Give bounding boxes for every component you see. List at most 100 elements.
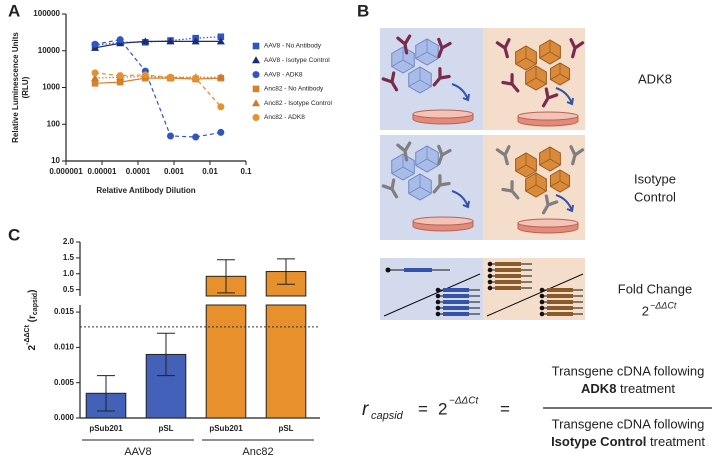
marker bbox=[252, 114, 260, 121]
antibody bbox=[495, 38, 511, 59]
y-tick-label: 100000 bbox=[33, 9, 60, 18]
x-tick-label: 0.000001 bbox=[49, 167, 83, 176]
arrow bbox=[451, 83, 470, 102]
x-axis-label: Relative Antibody Dilution bbox=[96, 186, 195, 195]
band bbox=[495, 262, 521, 266]
antibody bbox=[432, 174, 451, 194]
panel-label: C bbox=[8, 225, 20, 244]
marker bbox=[217, 33, 225, 41]
ylabel-base: 2 bbox=[27, 344, 38, 350]
marker bbox=[252, 99, 260, 107]
numerator-bold: ADK8 bbox=[581, 381, 616, 396]
marker bbox=[91, 74, 100, 82]
marker bbox=[216, 37, 225, 45]
antibody bbox=[381, 178, 399, 199]
y-tick-label: 10 bbox=[51, 156, 60, 165]
probe-end bbox=[487, 279, 493, 285]
y-tick-label: 1000 bbox=[42, 83, 60, 92]
numerator: Transgene cDNA following bbox=[552, 363, 705, 378]
marker bbox=[252, 85, 260, 93]
series-line bbox=[94, 39, 221, 138]
probe-end bbox=[435, 293, 441, 299]
x-tick-label: 0.1 bbox=[240, 167, 252, 176]
y-tick-label: 0.015 bbox=[54, 307, 75, 316]
row-label: Control bbox=[634, 189, 676, 204]
virion-facet bbox=[550, 63, 570, 80]
diagonal bbox=[383, 273, 481, 317]
band bbox=[547, 312, 573, 316]
virion-facet bbox=[408, 174, 432, 194]
panel-b: ADK8 Isotype Control Fold Change 2 −ΔΔCt… bbox=[362, 28, 712, 449]
x-tick-label: pSL bbox=[158, 424, 173, 433]
probe-end bbox=[435, 299, 441, 305]
probe-end bbox=[539, 299, 545, 305]
marker bbox=[167, 132, 175, 140]
band bbox=[495, 268, 521, 272]
formula-exponent: −ΔΔCt bbox=[650, 300, 677, 310]
panel-label: A bbox=[8, 1, 20, 20]
antibody bbox=[437, 37, 452, 59]
denominator: Isotype Control treatment bbox=[551, 434, 705, 449]
marker bbox=[216, 73, 225, 81]
legend-label: AAV8 - No Antibody bbox=[264, 43, 322, 50]
y-tick-label: 1.5 bbox=[63, 253, 75, 262]
virion-facet bbox=[408, 67, 432, 87]
dish-top bbox=[517, 111, 579, 121]
row-label: Isotype bbox=[634, 171, 676, 186]
error-bar bbox=[217, 259, 235, 294]
antibody bbox=[396, 141, 412, 162]
virion-facet bbox=[415, 39, 439, 59]
arrow bbox=[451, 190, 470, 209]
legend-label: AAV8 - ADK8 bbox=[264, 71, 303, 78]
band bbox=[443, 294, 469, 298]
antibody bbox=[396, 34, 412, 55]
denominator-bold: Isotype Control bbox=[551, 434, 646, 449]
numerator-rest: treatment bbox=[616, 381, 675, 396]
equation-lhs: r bbox=[362, 399, 369, 420]
series-line bbox=[94, 77, 221, 84]
arrow bbox=[555, 87, 574, 106]
marker bbox=[91, 40, 99, 48]
probe-end bbox=[487, 267, 493, 273]
probe-end bbox=[487, 261, 493, 267]
y-axis-label: Relative Luminescence Units bbox=[11, 32, 20, 143]
band bbox=[495, 286, 521, 290]
antibody bbox=[569, 38, 585, 59]
y-tick-label: 10000 bbox=[38, 46, 61, 55]
virion-facet bbox=[391, 154, 415, 174]
band bbox=[443, 288, 469, 292]
equation-eq: = bbox=[418, 399, 428, 418]
virion-facet bbox=[415, 146, 439, 166]
x-tick-label: pSub201 bbox=[209, 424, 243, 433]
diagonal bbox=[486, 273, 584, 317]
probe-end bbox=[435, 287, 441, 293]
virion-facet bbox=[525, 173, 547, 192]
error-bar bbox=[157, 332, 175, 377]
y-tick-label: 2.0 bbox=[63, 237, 75, 246]
probe-end bbox=[539, 293, 545, 299]
bar bbox=[265, 304, 307, 419]
band bbox=[495, 274, 521, 278]
marker bbox=[252, 56, 260, 64]
marker bbox=[192, 133, 200, 141]
virion-facet bbox=[550, 170, 570, 187]
marker bbox=[116, 36, 124, 44]
marker bbox=[116, 78, 124, 86]
band bbox=[547, 294, 573, 298]
antibody bbox=[541, 194, 559, 215]
dish-top bbox=[412, 109, 474, 119]
band bbox=[547, 306, 573, 310]
error-bar bbox=[277, 258, 295, 285]
marker bbox=[91, 69, 99, 77]
row-label: ADK8 bbox=[638, 71, 672, 86]
marker bbox=[191, 37, 200, 45]
band bbox=[495, 280, 521, 284]
marker bbox=[167, 73, 175, 81]
virion-facet bbox=[515, 153, 537, 172]
band bbox=[547, 288, 573, 292]
equation-sub: capsid bbox=[371, 410, 404, 422]
y-axis-label: 2-ΔΔCt (rcapsid) bbox=[24, 290, 39, 351]
y-tick-label: 100 bbox=[47, 119, 61, 128]
